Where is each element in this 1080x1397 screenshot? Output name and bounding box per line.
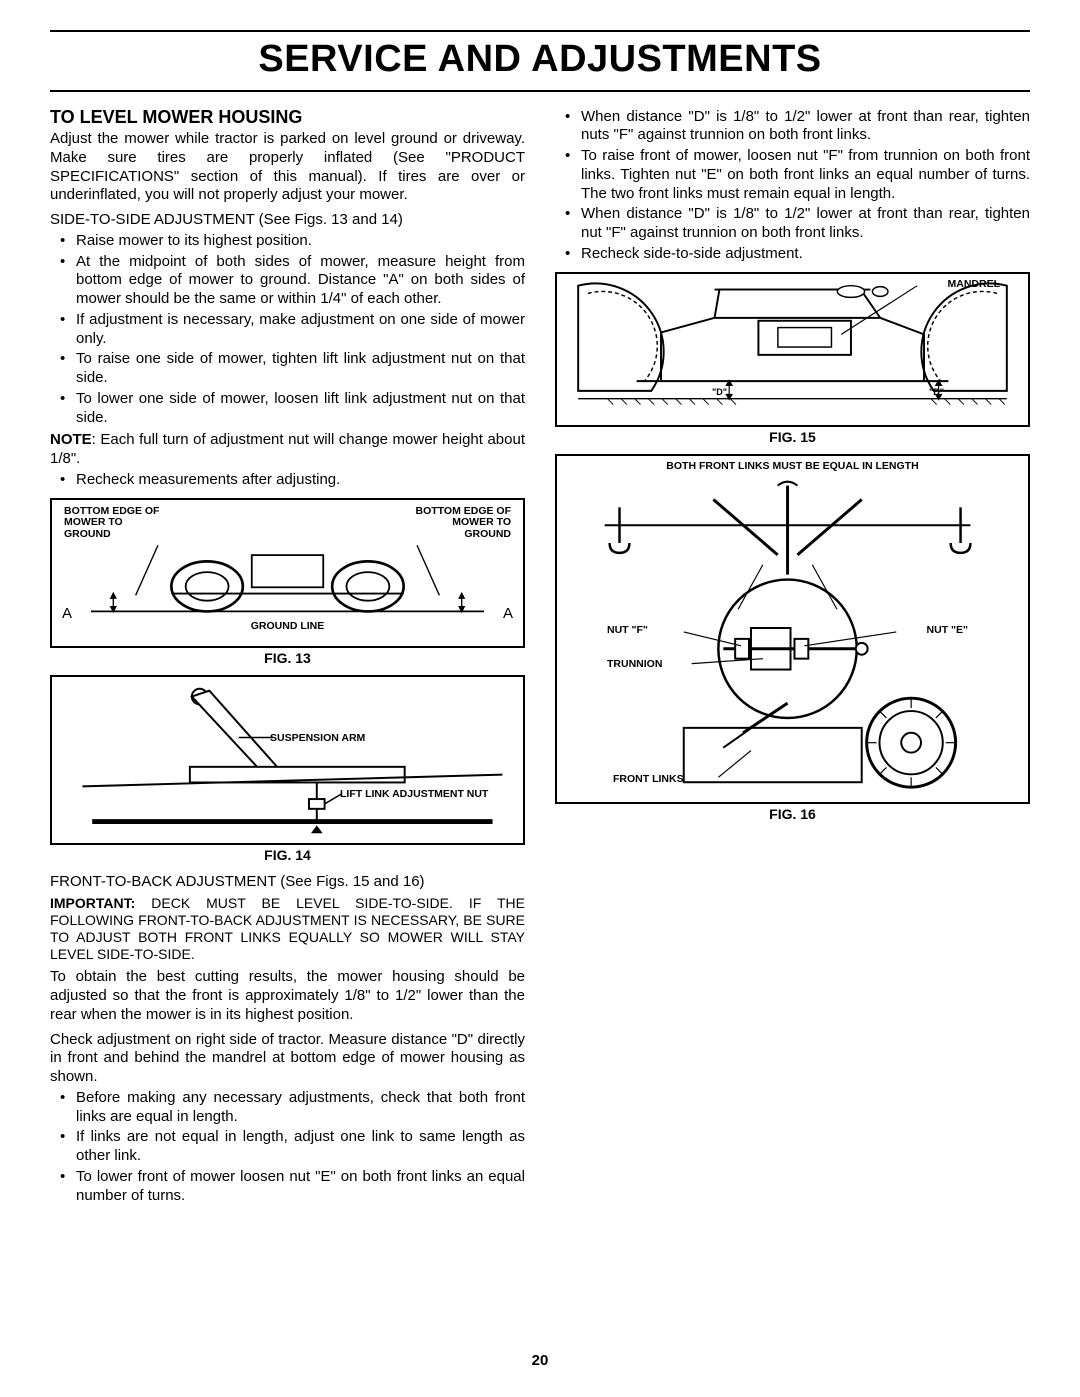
bullet-item: To lower one side of mower, loosen lift … xyxy=(50,390,525,428)
bullet-item: Before making any necessary adjustments,… xyxy=(50,1089,525,1127)
page-number: 20 xyxy=(0,1352,1080,1371)
left-column: To Level Mower Housing Adjust the mower … xyxy=(50,106,525,1208)
bullet-item: If adjustment is necessary, make adjustm… xyxy=(50,311,525,349)
note-text: : Each full turn of adjustment nut will … xyxy=(50,431,525,467)
bullet-item: Recheck side-to-side adjustment. xyxy=(555,245,1030,264)
important-label: IMPORTANT: xyxy=(50,895,135,911)
fig15-mandrel-label: MANDREL xyxy=(948,278,1001,291)
right-top-bullets: When distance "D" is 1/8" to 1/2" lower … xyxy=(555,108,1030,264)
side-adjust-bullets: Raise mower to its highest position. At … xyxy=(50,232,525,428)
bullet-item: At the midpoint of both sides of mower, … xyxy=(50,253,525,309)
figure-14: SUSPENSION ARM LIFT LINK ADJUSTMENT NUT xyxy=(50,675,525,845)
fig13-left-label: BOTTOM EDGE OF MOWER TO GROUND xyxy=(64,506,164,541)
bullet-item: To raise one side of mower, tighten lift… xyxy=(50,350,525,388)
fig16-nut-e-label: NUT "E" xyxy=(927,624,968,637)
bullet-item: Raise mower to its highest position. xyxy=(50,232,525,251)
bullet-item: To lower front of mower loosen nut "E" o… xyxy=(50,1168,525,1206)
fig16-top-note: BOTH FRONT LINKS MUST BE EQUAL IN LENGTH xyxy=(557,460,1028,473)
bullet-item: When distance "D" is 1/8" to 1/2" lower … xyxy=(555,205,1030,243)
bullet-item: Recheck measurements after adjusting. xyxy=(50,471,525,490)
fig16-caption: FIG. 16 xyxy=(555,806,1030,824)
side-adjust-heading: SIDE-TO-SIDE ADJUSTMENT (See Figs. 13 an… xyxy=(50,211,525,230)
fig14-caption: FIG. 14 xyxy=(50,847,525,865)
fig14-lift-link-label: LIFT LINK ADJUSTMENT NUT xyxy=(340,789,488,801)
fig13-caption: FIG. 13 xyxy=(50,650,525,668)
figure-15: MANDREL "D" "D" xyxy=(555,272,1030,427)
front-adjust-heading: FRONT-TO-BACK ADJUSTMENT (See Figs. 15 a… xyxy=(50,873,525,892)
figure-13: BOTTOM EDGE OF MOWER TO GROUND BOTTOM ED… xyxy=(50,498,525,648)
fig14-diagram xyxy=(52,677,523,843)
fig13-a-right: A xyxy=(503,605,513,624)
right-column: When distance "D" is 1/8" to 1/2" lower … xyxy=(555,106,1030,1208)
fig16-nut-f-label: NUT "F" xyxy=(607,624,648,637)
bullet-item: To raise front of mower, loosen nut "F" … xyxy=(555,147,1030,203)
front-para-1: To obtain the best cutting results, the … xyxy=(50,968,525,1024)
important-paragraph: IMPORTANT: DECK MUST BE LEVEL SIDE-TO-SI… xyxy=(50,895,525,962)
fig15-d-right: "D" xyxy=(929,387,944,398)
page-title: SERVICE AND ADJUSTMENTS xyxy=(50,32,1030,92)
bullet-item: When distance "D" is 1/8" to 1/2" lower … xyxy=(555,108,1030,146)
recheck-bullets: Recheck measurements after adjusting. xyxy=(50,471,525,490)
front-para-2: Check adjustment on right side of tracto… xyxy=(50,1031,525,1087)
note-label: NOTE xyxy=(50,431,92,448)
fig16-front-links-label: FRONT LINKS xyxy=(613,773,684,786)
fig15-caption: FIG. 15 xyxy=(555,429,1030,447)
fig15-d-left: "D" xyxy=(712,387,727,398)
fig15-diagram xyxy=(557,274,1028,425)
intro-paragraph: Adjust the mower while tractor is parked… xyxy=(50,130,525,205)
fig13-right-label: BOTTOM EDGE OF MOWER TO GROUND xyxy=(411,506,511,541)
section-heading-level-mower: To Level Mower Housing xyxy=(50,106,525,129)
fig13-ground-line-label: GROUND LINE xyxy=(251,620,325,633)
note-paragraph: NOTE: Each full turn of adjustment nut w… xyxy=(50,431,525,469)
front-adjust-bullets: Before making any necessary adjustments,… xyxy=(50,1089,525,1206)
figure-16: BOTH FRONT LINKS MUST BE EQUAL IN LENGTH xyxy=(555,454,1030,804)
fig13-a-left: A xyxy=(62,605,72,624)
content-columns: To Level Mower Housing Adjust the mower … xyxy=(50,106,1030,1208)
fig14-susp-arm-label: SUSPENSION ARM xyxy=(270,732,365,745)
bullet-item: If links are not equal in length, adjust… xyxy=(50,1128,525,1166)
fig16-trunnion-label: TRUNNION xyxy=(607,658,662,671)
